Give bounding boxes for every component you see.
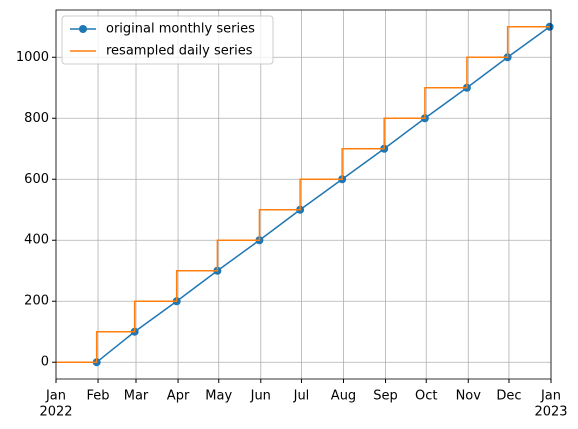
y-tick-label: 200 bbox=[24, 294, 49, 309]
x-tick-label: Oct bbox=[415, 389, 437, 404]
x-year-label: 2022 bbox=[39, 405, 72, 420]
y-tick-label: 600 bbox=[24, 172, 49, 187]
x-tick-label: Feb bbox=[87, 389, 110, 404]
x-tick-label: Apr bbox=[167, 389, 190, 404]
y-tick-label: 400 bbox=[24, 233, 49, 248]
legend-marker bbox=[79, 25, 87, 33]
legend-label: original monthly series bbox=[106, 22, 255, 37]
x-tick-label: Mar bbox=[124, 389, 149, 404]
y-tick-label: 800 bbox=[24, 111, 49, 126]
x-tick-label: Nov bbox=[456, 389, 482, 404]
x-tick-label: Jul bbox=[293, 389, 310, 404]
x-tick-label: Jan bbox=[540, 389, 561, 404]
x-tick-label: Jun bbox=[250, 389, 271, 404]
x-tick-label: Sep bbox=[373, 389, 398, 404]
series-line bbox=[56, 26, 550, 363]
plot-frame bbox=[55, 9, 552, 380]
y-tick-label: 0 bbox=[41, 355, 49, 370]
legend-box bbox=[61, 15, 274, 65]
y-tick-label: 1000 bbox=[16, 50, 49, 65]
x-tick-label: Jan bbox=[45, 389, 66, 404]
x-year-label: 2023 bbox=[534, 405, 567, 420]
series-line bbox=[96, 26, 551, 363]
x-tick-label: May bbox=[205, 389, 232, 404]
legend-label: resampled daily series bbox=[106, 44, 253, 59]
x-tick-label: Aug bbox=[331, 389, 356, 404]
x-tick-label: Dec bbox=[496, 389, 521, 404]
